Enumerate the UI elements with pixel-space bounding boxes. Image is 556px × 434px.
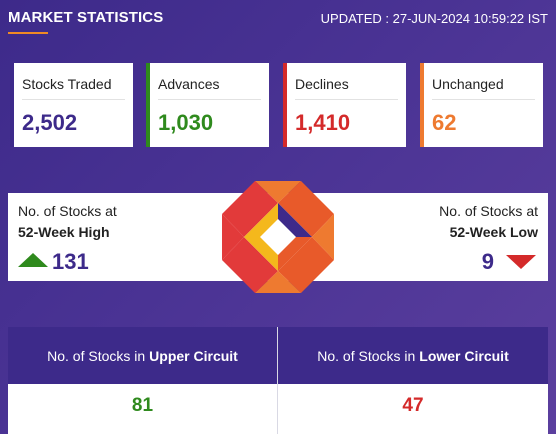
page-title: MARKET STATISTICS [8,9,164,26]
card-divider [295,99,398,100]
week52-high-sublabel: 52-Week High [18,224,110,240]
updated-timestamp: UPDATED : 27-JUN-2024 10:59:22 IST [320,11,548,26]
advances-label: Advances [158,76,220,92]
week52-high-label: No. of Stocks at [18,203,117,219]
week52-low-label: No. of Stocks at [439,203,538,219]
advances-card: Advances 1,030 [146,63,269,147]
down-arrow-icon [506,255,536,269]
week52-high-value: 131 [52,249,89,274]
declines-label: Declines [295,76,349,92]
declines-value: 1,410 [295,110,351,135]
unchanged-card: Unchanged 62 [420,63,543,147]
exchange-logo-icon [222,181,334,293]
card-divider [158,99,261,100]
advances-value: 1,030 [158,110,214,135]
card-divider [22,99,125,100]
unchanged-label: Unchanged [432,76,504,92]
up-arrow-icon [18,253,48,267]
title-underline [8,32,48,34]
upper-circuit-prefix: No. of Stocks in [47,347,146,364]
lower-circuit-prefix: No. of Stocks in [317,347,416,364]
circuit-panel: No. of Stocks in Upper Circuit No. of St… [8,327,548,434]
upper-circuit-value: 81 [131,395,154,416]
card-divider [432,99,535,100]
unchanged-value: 62 [432,110,457,135]
lower-circuit-header: No. of Stocks in Lower Circuit [278,327,548,384]
week52-low-value: 9 [481,249,494,274]
upper-circuit-title: Upper Circuit [149,347,238,364]
stocks-traded-card: Stocks Traded 2,502 [10,63,133,147]
declines-card: Declines 1,410 [283,63,406,147]
lower-circuit-title: Lower Circuit [419,347,509,364]
stocks-traded-label: Stocks Traded [22,76,112,92]
lower-circuit-value: 47 [402,395,424,416]
week52-low-sublabel: 52-Week Low [449,224,538,240]
stocks-traded-value: 2,502 [22,110,78,135]
circuit-divider [277,327,278,434]
upper-circuit-header: No. of Stocks in Upper Circuit [8,327,277,384]
